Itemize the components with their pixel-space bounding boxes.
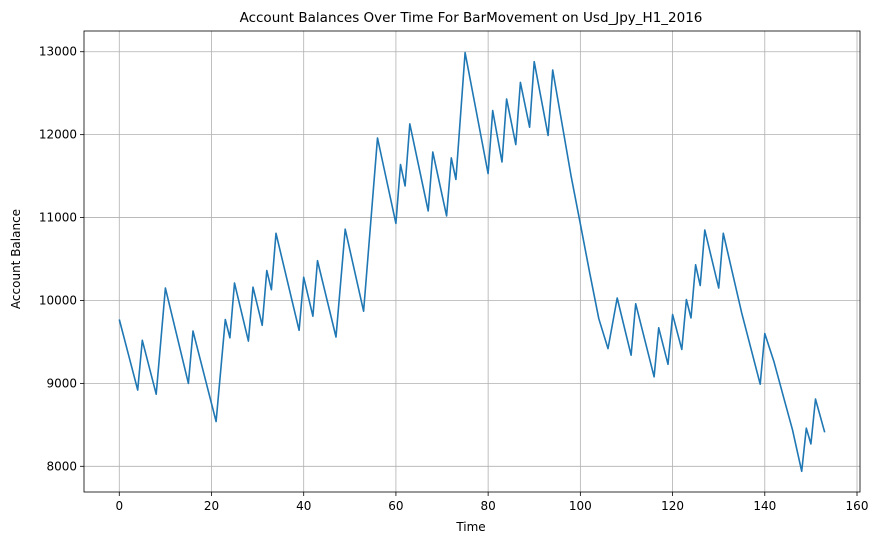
chart-title: Account Balances Over Time For BarMoveme…	[240, 10, 703, 26]
x-tick-label: 60	[388, 499, 403, 513]
y-tick-label: 11000	[39, 211, 77, 225]
x-tick-label: 20	[204, 499, 219, 513]
plot-frame	[83, 30, 861, 493]
x-tick-label: 160	[846, 499, 869, 513]
x-tick-label: 140	[753, 499, 776, 513]
series-line	[118, 51, 826, 473]
x-tick-label: 120	[661, 499, 684, 513]
x-tick-label: 100	[569, 499, 592, 513]
y-tick-label: 12000	[39, 128, 77, 142]
y-axis: 8000 9000 10000 11000 12000 13000	[39, 45, 84, 473]
x-tick-label: 0	[115, 499, 123, 513]
grid	[84, 31, 860, 492]
y-tick-label: 10000	[39, 293, 77, 307]
y-tick-label: 13000	[39, 45, 77, 59]
x-axis-label: Time	[455, 520, 485, 534]
y-tick-label: 8000	[46, 459, 77, 473]
x-tick-label: 80	[480, 499, 495, 513]
y-tick-label: 9000	[46, 376, 77, 390]
y-axis-label: Account Balance	[9, 209, 23, 309]
x-tick-label: 40	[296, 499, 311, 513]
x-axis: 0 20 40 60 80 100 120 140 160	[115, 492, 868, 513]
series-layer	[118, 51, 826, 473]
